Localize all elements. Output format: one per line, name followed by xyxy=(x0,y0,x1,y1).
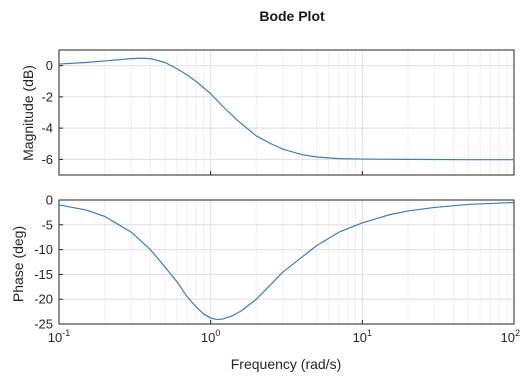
x-tick-label-exponent: -1 xyxy=(62,328,70,338)
x-tick-label: 10-1 xyxy=(48,328,70,345)
chart-title: Bode Plot xyxy=(259,8,325,24)
x-tick-label-base: 10 xyxy=(501,330,515,345)
x-tick-label-base: 10 xyxy=(353,330,367,345)
x-tick-label: 102 xyxy=(501,328,520,345)
x-tick-label: 100 xyxy=(201,328,220,345)
x-tick-label-base: 10 xyxy=(48,330,62,345)
x-tick-label-exponent: 0 xyxy=(215,328,220,338)
phase-y-tick-label: -15 xyxy=(34,267,53,282)
x-tick-label-exponent: 2 xyxy=(515,328,520,338)
phase-y-tick-label: -25 xyxy=(34,317,53,332)
magnitude-y-tick-label: 0 xyxy=(46,58,53,73)
x-tick-label-base: 10 xyxy=(201,330,215,345)
x-tick-label-exponent: 1 xyxy=(367,328,372,338)
phase-axes-box xyxy=(58,199,515,325)
magnitude-panel: 0 -2 -4 -6 xyxy=(41,49,515,176)
phase-y-tick-label: 0 xyxy=(46,193,53,208)
phase-y-axis-label: Phase (deg) xyxy=(10,226,26,302)
magnitude-y-tick-label: -6 xyxy=(41,152,53,167)
x-axis-label: Frequency (rad/s) xyxy=(231,356,341,372)
phase-y-tick-label: -10 xyxy=(34,242,53,257)
magnitude-axes-box xyxy=(58,49,515,176)
x-tick-label: 101 xyxy=(353,328,372,345)
magnitude-y-tick-label: -2 xyxy=(41,89,53,104)
magnitude-response-line xyxy=(58,57,514,161)
phase-response-line xyxy=(58,201,515,321)
magnitude-y-axis-label: Magnitude (dB) xyxy=(20,65,36,161)
magnitude-y-tick-label: -4 xyxy=(41,121,53,136)
phase-y-tick-label: -20 xyxy=(34,292,53,307)
phase-y-tick-label: -5 xyxy=(41,217,53,232)
